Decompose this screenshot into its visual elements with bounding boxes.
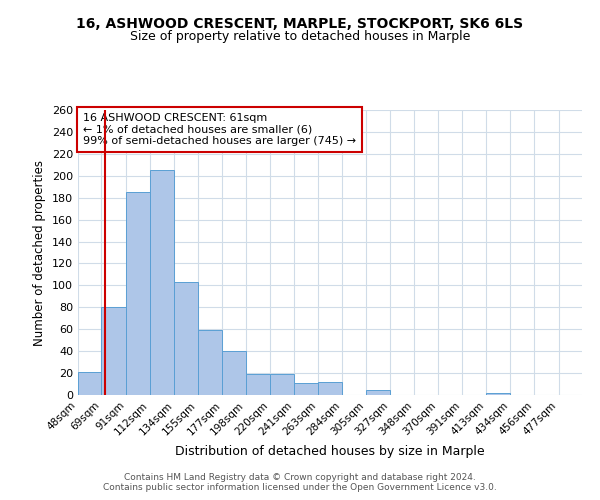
Bar xyxy=(245,374,270,395)
Bar xyxy=(367,390,390,395)
Bar xyxy=(222,351,245,395)
Bar xyxy=(486,393,511,395)
Text: Contains public sector information licensed under the Open Government Licence v3: Contains public sector information licen… xyxy=(103,482,497,492)
Text: Size of property relative to detached houses in Marple: Size of property relative to detached ho… xyxy=(130,30,470,43)
Bar xyxy=(197,330,222,395)
Bar xyxy=(78,372,101,395)
Bar xyxy=(101,308,126,395)
Text: Contains HM Land Registry data © Crown copyright and database right 2024.: Contains HM Land Registry data © Crown c… xyxy=(124,472,476,482)
Bar xyxy=(318,382,342,395)
Bar xyxy=(293,383,318,395)
Bar xyxy=(174,282,197,395)
Text: 16 ASHWOOD CRESCENT: 61sqm
← 1% of detached houses are smaller (6)
99% of semi-d: 16 ASHWOOD CRESCENT: 61sqm ← 1% of detac… xyxy=(83,113,356,146)
Bar xyxy=(126,192,149,395)
Bar xyxy=(149,170,174,395)
Bar xyxy=(270,374,293,395)
X-axis label: Distribution of detached houses by size in Marple: Distribution of detached houses by size … xyxy=(175,445,485,458)
Y-axis label: Number of detached properties: Number of detached properties xyxy=(34,160,46,346)
Text: 16, ASHWOOD CRESCENT, MARPLE, STOCKPORT, SK6 6LS: 16, ASHWOOD CRESCENT, MARPLE, STOCKPORT,… xyxy=(76,18,524,32)
